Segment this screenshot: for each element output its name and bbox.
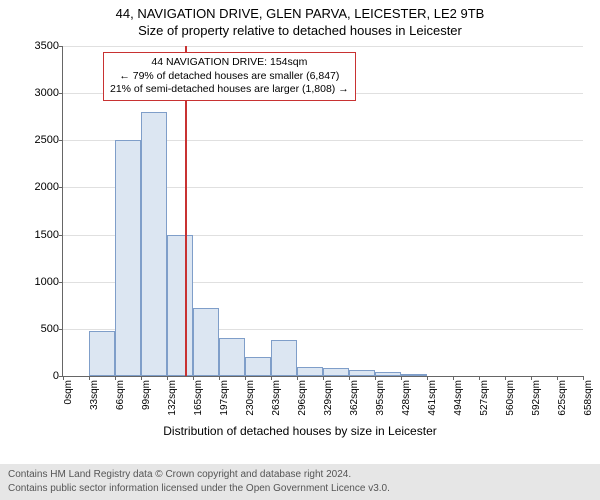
histogram-bar (219, 338, 245, 376)
histogram-bar (167, 235, 193, 376)
xtick-label: 165sqm (193, 376, 204, 416)
ytick-label: 2000 (23, 181, 63, 193)
footer-line-2: Contains public sector information licen… (8, 482, 592, 496)
header: 44, NAVIGATION DRIVE, GLEN PARVA, LEICES… (0, 0, 600, 38)
xtick-label: 329sqm (323, 376, 334, 416)
xtick-label: 132sqm (167, 376, 178, 416)
info-line-2: ← 79% of detached houses are smaller (6,… (110, 70, 349, 84)
info-line-1: 44 NAVIGATION DRIVE: 154sqm (110, 56, 349, 70)
xtick-label: 263sqm (271, 376, 282, 416)
histogram-bar (193, 308, 219, 376)
footer: Contains HM Land Registry data © Crown c… (0, 464, 600, 500)
xtick-label: 0sqm (63, 376, 74, 404)
xtick-label: 395sqm (375, 376, 386, 416)
ytick-label: 3500 (23, 40, 63, 52)
xtick-label: 494sqm (453, 376, 464, 416)
ytick-label: 2500 (23, 134, 63, 146)
ytick-label: 0 (23, 370, 63, 382)
histogram-bar (89, 331, 115, 376)
subtitle: Size of property relative to detached ho… (0, 23, 600, 38)
xtick-label: 362sqm (349, 376, 360, 416)
xtick-label: 658sqm (583, 376, 594, 416)
xtick-label: 230sqm (245, 376, 256, 416)
grid-line (63, 46, 583, 47)
histogram-bar (141, 112, 167, 376)
address-title: 44, NAVIGATION DRIVE, GLEN PARVA, LEICES… (0, 6, 600, 21)
xtick-label: 296sqm (297, 376, 308, 416)
ytick-label: 3000 (23, 87, 63, 99)
xtick-label: 527sqm (479, 376, 490, 416)
xtick-label: 33sqm (89, 376, 100, 410)
ytick-label: 1500 (23, 229, 63, 241)
xtick-label: 428sqm (401, 376, 412, 416)
chart-area: Number of detached properties 44 NAVIGAT… (0, 42, 600, 442)
x-axis-label: Distribution of detached houses by size … (0, 424, 600, 438)
histogram-bar (115, 140, 141, 376)
xtick-label: 99sqm (141, 376, 152, 410)
xtick-label: 560sqm (505, 376, 516, 416)
xtick-label: 197sqm (219, 376, 230, 416)
xtick-label: 625sqm (557, 376, 568, 416)
info-line-3: 21% of semi-detached houses are larger (… (110, 83, 349, 97)
histogram-bar (323, 368, 349, 376)
xtick-label: 66sqm (115, 376, 126, 410)
ytick-label: 1000 (23, 276, 63, 288)
histogram-bar (297, 367, 323, 376)
ytick-label: 500 (23, 323, 63, 335)
marker-info-box: 44 NAVIGATION DRIVE: 154sqm ← 79% of det… (103, 52, 356, 101)
xtick-label: 461sqm (427, 376, 438, 416)
histogram-bar (271, 340, 297, 376)
histogram-bar (245, 357, 271, 376)
plot-area: 44 NAVIGATION DRIVE: 154sqm ← 79% of det… (62, 46, 583, 377)
xtick-label: 592sqm (531, 376, 542, 416)
footer-line-1: Contains HM Land Registry data © Crown c… (8, 468, 592, 482)
